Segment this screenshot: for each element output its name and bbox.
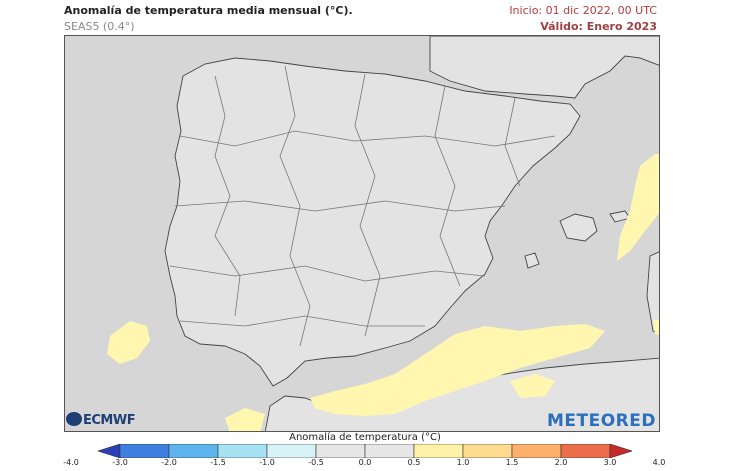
colorbar-tick-label: -1.0 <box>259 458 275 467</box>
colorbar-segment <box>560 444 611 458</box>
region-borders <box>169 65 556 347</box>
colorbar-tick-label: -4.0 <box>63 458 79 467</box>
colorbar-tick-label: 3.0 <box>603 458 617 467</box>
colorbar-tick-label: -1.5 <box>210 458 226 467</box>
colorbar-min-arrow <box>98 444 121 458</box>
colorbar-segment <box>413 444 464 458</box>
colorbar-segment <box>364 444 415 458</box>
colorbar-segment <box>315 444 366 458</box>
map-svg <box>65 36 659 431</box>
ibiza-land <box>524 252 540 269</box>
init-date: Inicio: 01 dic 2022, 00 UTC <box>509 4 657 17</box>
colorbar-segment <box>462 444 513 458</box>
france-land <box>429 36 659 99</box>
model-subtitle: SEAS5 (0.4°) <box>64 20 135 33</box>
meteored-logo: METEORED <box>546 411 656 431</box>
colorbar-tick-label: 1.0 <box>456 458 470 467</box>
anomaly-patch-far-east <box>653 318 659 336</box>
anomaly-patch-southwest <box>225 408 265 431</box>
colorbar-segment <box>217 444 268 458</box>
anomaly-patch-south <box>510 374 555 398</box>
colorbar-tick-label: -3.0 <box>112 458 128 467</box>
legend-title: Anomalía de temperatura (°C) <box>289 432 441 443</box>
colorbar-tick-label: 0.5 <box>407 458 421 467</box>
ecmwf-logo: ECMWF <box>66 412 136 428</box>
colorbar-segment <box>266 444 317 458</box>
colorbar <box>98 444 632 458</box>
ecmwf-logo-text: ECMWF <box>83 413 136 428</box>
map-title: Anomalía de temperatura media mensual (°… <box>64 4 353 17</box>
colorbar-segment <box>168 444 219 458</box>
colorbar-max-arrow <box>609 444 632 458</box>
colorbar-segment <box>119 444 170 458</box>
colorbar-tick-label: -2.0 <box>161 458 177 467</box>
colorbar-segment <box>511 444 562 458</box>
colorbar-ticks: -4.0 -3.0 -2.0 -1.5 -1.0 -0.5 0.0 0.5 1.0 1.5 2.0 3… <box>0 458 730 470</box>
anomaly-patch-atlantic <box>107 321 150 364</box>
valid-date: Válido: Enero 2023 <box>540 20 657 33</box>
colorbar-tick-label: 1.5 <box>505 458 519 467</box>
iberia-land <box>164 57 581 387</box>
ecmwf-mark-icon <box>66 412 82 426</box>
anomaly-patch-east <box>617 154 659 261</box>
colorbar-tick-label: -0.5 <box>308 458 324 467</box>
map-panel <box>64 35 660 432</box>
colorbar-tick-label: 4.0 <box>652 458 666 467</box>
anomaly-patch-mediterranean <box>310 324 605 416</box>
colorbar-tick-label: 0.0 <box>358 458 372 467</box>
colorbar-tick-label: 2.0 <box>554 458 568 467</box>
mallorca-land <box>559 213 598 242</box>
